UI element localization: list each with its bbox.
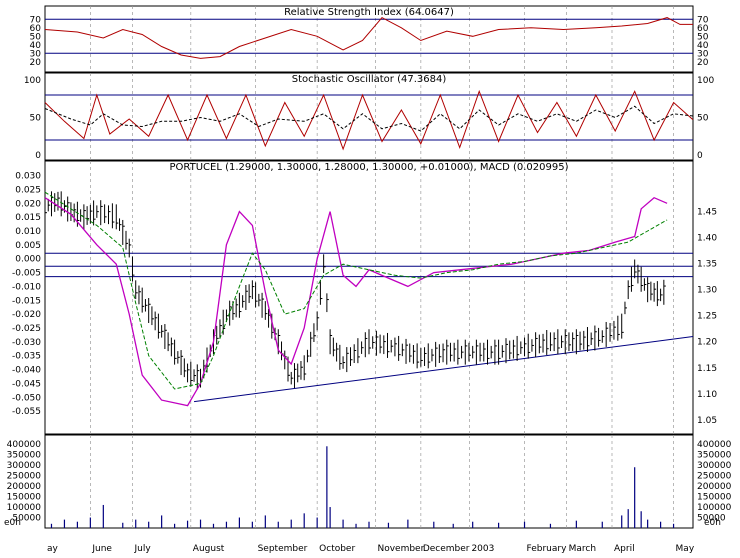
x-tick-label: March bbox=[569, 544, 596, 554]
volume-tick-label-right: 50000 bbox=[697, 514, 726, 524]
macd-tick-label: 0.015 bbox=[15, 213, 41, 223]
macd-tick-label: 0.025 bbox=[15, 185, 41, 195]
pane-title: Stochastic Oscillator (47.3684) bbox=[292, 74, 447, 85]
macd-tick-label: -0.010 bbox=[12, 282, 41, 292]
stoch-k-line bbox=[44, 89, 694, 151]
macd-tick-label: 0.030 bbox=[15, 172, 41, 182]
macd-tick-label: -0.005 bbox=[12, 269, 41, 279]
y-tick-label: 100 bbox=[24, 76, 41, 86]
price-tick-label: 1.05 bbox=[697, 416, 717, 426]
macd-tick-label: -0.040 bbox=[12, 366, 41, 376]
x-tick-label: April bbox=[614, 544, 635, 554]
macd-tick-label: -0.030 bbox=[12, 338, 41, 348]
y-tick-label-right: 60 bbox=[697, 24, 709, 34]
macd-tick-label: 0.010 bbox=[15, 227, 41, 237]
macd-tick-label: -0.055 bbox=[12, 407, 41, 417]
macd-tick-label: 0.005 bbox=[15, 241, 41, 251]
pane-frame bbox=[44, 160, 694, 435]
volume-tick-label-right: 350000 bbox=[697, 451, 732, 461]
y-tick-label-right: 40 bbox=[697, 41, 709, 51]
price-tick-label: 1.25 bbox=[697, 312, 717, 322]
x-tick-label: October bbox=[319, 544, 355, 554]
corner-label-right: e0h bbox=[704, 518, 721, 528]
x-tick-label: November bbox=[377, 544, 424, 554]
volume-tick-label: 150000 bbox=[7, 493, 42, 503]
macd-tick-label: -0.020 bbox=[12, 310, 41, 320]
support-trendline bbox=[193, 336, 694, 403]
volume-tick-label: 200000 bbox=[7, 482, 42, 492]
price-tick-label: 1.10 bbox=[697, 390, 717, 400]
pane-title: PORTUCEL (1.29000, 1.30000, 1.28000, 1.3… bbox=[169, 162, 568, 173]
price-tick-label: 1.20 bbox=[697, 338, 717, 348]
x-tick-label: August bbox=[193, 544, 225, 554]
pane-frame bbox=[44, 434, 694, 529]
y-tick-label: 40 bbox=[30, 41, 42, 51]
x-tick-label: December bbox=[423, 544, 470, 554]
y-tick-label-right: 30 bbox=[697, 49, 709, 59]
volume-tick-label: 50000 bbox=[12, 514, 41, 524]
y-tick-label-right: 50 bbox=[697, 114, 709, 124]
volume-tick-label-right: 250000 bbox=[697, 472, 732, 482]
y-tick-label: 20 bbox=[30, 58, 42, 68]
stochastic-pane: Stochastic Oscillator (47.3684) 0 0 50 50 100… bbox=[24, 72, 714, 161]
x-tick-label: June bbox=[91, 544, 112, 554]
pane-frame bbox=[44, 5, 694, 73]
volume-tick-label: 350000 bbox=[7, 451, 42, 461]
pane-title: Relative Strength Index (64.0647) bbox=[284, 7, 454, 18]
x-tick-label: February bbox=[527, 544, 568, 554]
corner-label: e0h bbox=[4, 518, 21, 528]
macd-tick-label: 0.020 bbox=[15, 199, 41, 209]
volume-tick-label-right: 300000 bbox=[697, 461, 732, 471]
x-tick-label: July bbox=[133, 544, 151, 554]
x-tick-label: September bbox=[258, 544, 308, 554]
rsi-series-line bbox=[44, 16, 693, 59]
y-tick-label-right: 50 bbox=[697, 32, 709, 42]
signal-line bbox=[44, 191, 668, 390]
x-tick-label: 2003 bbox=[471, 544, 494, 554]
price-tick-label: 1.40 bbox=[697, 234, 717, 244]
volume-tick-label: 400000 bbox=[7, 440, 42, 450]
pane-frame bbox=[44, 72, 694, 161]
macd-tick-label: -0.035 bbox=[12, 352, 41, 362]
y-tick-label: 50 bbox=[30, 32, 42, 42]
price-tick-label: 1.30 bbox=[697, 286, 717, 296]
price-tick-label: 1.45 bbox=[697, 208, 717, 218]
volume-tick-label: 250000 bbox=[7, 472, 42, 482]
price-tick-label: 1.35 bbox=[697, 260, 717, 270]
y-tick-label-right: 0 bbox=[697, 151, 703, 161]
y-tick-label: 50 bbox=[30, 114, 42, 124]
price-tick-label: 1.15 bbox=[697, 364, 717, 374]
stoch-d-line bbox=[44, 105, 694, 132]
y-tick-label-right: 20 bbox=[697, 58, 709, 68]
y-tick-label-right: 100 bbox=[697, 76, 714, 86]
macd-line bbox=[44, 196, 668, 407]
macd-tick-label: -0.050 bbox=[12, 393, 41, 403]
macd-tick-label: -0.015 bbox=[12, 296, 41, 306]
price-macd-pane: PORTUCEL (1.29000, 1.30000, 1.28000, 1.3… bbox=[12, 160, 717, 435]
volume-tick-label-right: 150000 bbox=[697, 493, 732, 503]
y-tick-label: 0 bbox=[35, 151, 41, 161]
y-tick-label-right: 70 bbox=[697, 15, 709, 25]
volume-tick-label-right: 200000 bbox=[697, 482, 732, 492]
y-tick-label: 30 bbox=[30, 49, 42, 59]
macd-tick-label: -0.045 bbox=[12, 379, 41, 389]
macd-tick-label: 0.000 bbox=[15, 255, 41, 265]
y-tick-label: 70 bbox=[30, 15, 42, 25]
date-axis: ay June July August September October November… bbox=[47, 544, 695, 554]
x-tick-label: May bbox=[676, 544, 695, 554]
volume-tick-label: 300000 bbox=[7, 461, 42, 471]
volume-tick-label-right: 400000 bbox=[697, 440, 732, 450]
x-tick-label: ay bbox=[47, 544, 59, 554]
macd-tick-label: -0.025 bbox=[12, 324, 41, 334]
y-tick-label: 60 bbox=[30, 24, 42, 34]
volume-tick-label-right: 100000 bbox=[697, 503, 732, 513]
volume-tick-label: 100000 bbox=[7, 503, 42, 513]
